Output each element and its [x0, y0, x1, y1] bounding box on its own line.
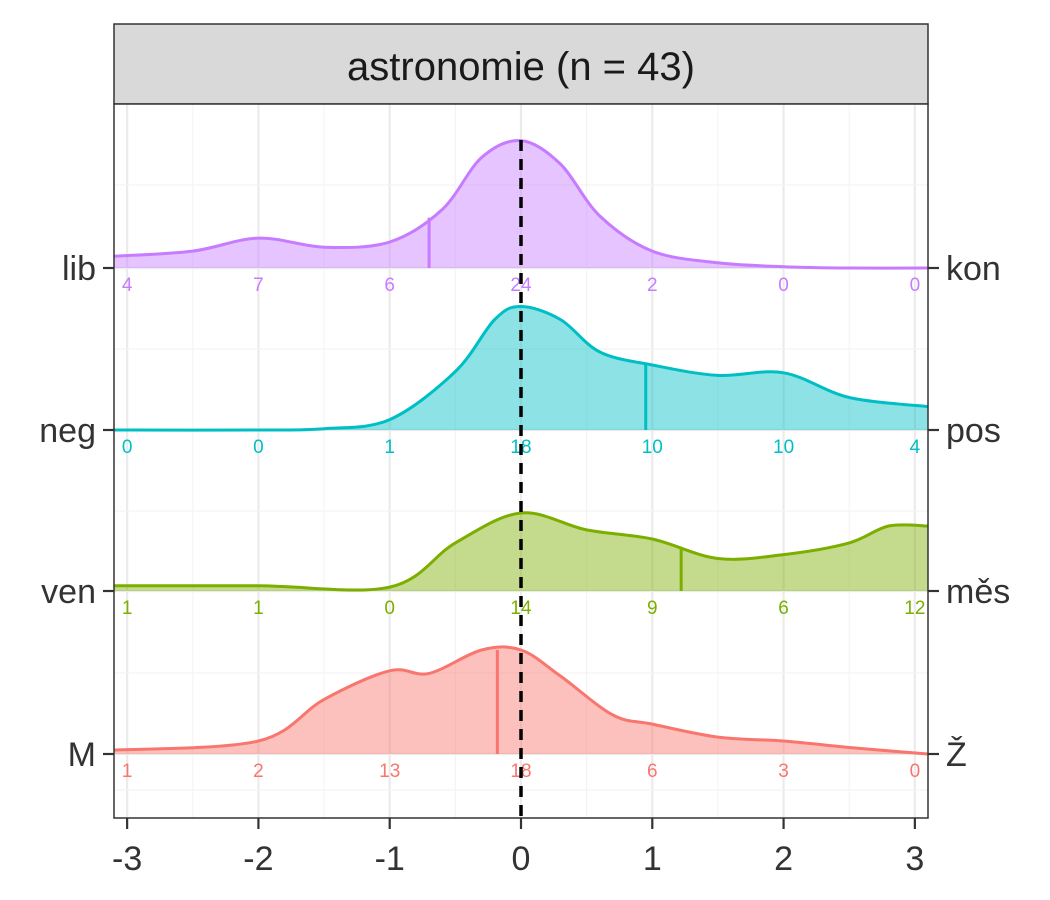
y-label-right-kon: kon [946, 250, 1001, 288]
chart-title: astronomie (n = 43) [347, 45, 695, 89]
x-tick-label: 1 [643, 840, 662, 878]
count-label: 13 [379, 761, 400, 782]
x-tick-label: 2 [774, 840, 793, 878]
plot-area: 47624200libkon0011810104negpos110149612v… [39, 103, 1010, 878]
count-label: 0 [778, 275, 789, 296]
y-label-left-M: M [68, 736, 96, 774]
y-label-left-lib: lib [62, 250, 96, 288]
count-label: 10 [773, 437, 794, 458]
count-label: 6 [778, 598, 789, 619]
count-label: 10 [642, 437, 663, 458]
count-label: 6 [647, 761, 658, 782]
density-line-ven [113, 511, 929, 592]
panel-border [113, 103, 929, 819]
count-label: 1 [384, 437, 395, 458]
count-label: 7 [253, 275, 264, 296]
x-tick-label: -1 [375, 840, 405, 878]
count-label: 1 [122, 598, 133, 619]
count-label: 0 [910, 761, 921, 782]
count-label: 0 [253, 437, 264, 458]
density-area-ven [114, 512, 928, 591]
count-label: 1 [253, 598, 264, 619]
density-line-neg [113, 304, 929, 432]
count-label: 1 [122, 761, 133, 782]
y-label-left-ven: ven [41, 573, 96, 611]
count-label: 2 [647, 275, 658, 296]
count-label: 12 [904, 598, 925, 619]
count-label: 14 [510, 598, 532, 619]
x-tick-label: 0 [512, 840, 531, 878]
count-label: 4 [122, 275, 133, 296]
x-tick-label: -2 [243, 840, 273, 878]
count-label: 3 [778, 761, 789, 782]
count-label: 2 [253, 761, 264, 782]
y-label-right-měs: měs [946, 573, 1010, 611]
count-label: 9 [647, 598, 658, 619]
count-label: 0 [384, 598, 395, 619]
count-label: 0 [122, 437, 133, 458]
y-label-left-neg: neg [39, 412, 96, 450]
count-label: 0 [910, 275, 921, 296]
y-label-right-Ž: Ž [946, 736, 967, 774]
count-label: 24 [510, 275, 532, 296]
x-tick-label: -3 [112, 840, 142, 878]
y-label-right-pos: pos [946, 412, 1001, 450]
x-tick-label: 3 [905, 840, 924, 878]
density-line-M [113, 645, 929, 756]
count-label: 6 [384, 275, 395, 296]
strip-background [113, 23, 929, 105]
count-label: 4 [910, 437, 921, 458]
